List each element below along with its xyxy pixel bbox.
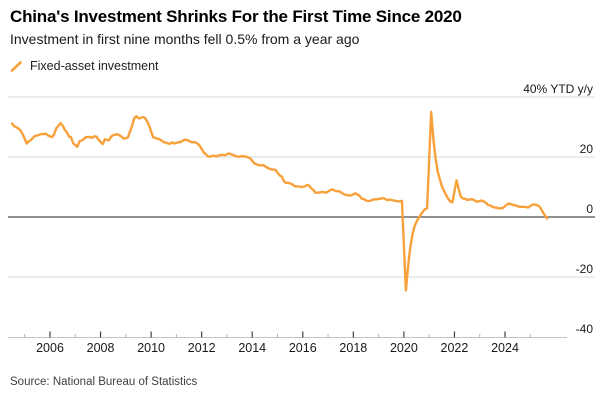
y-axis-label: 40% YTD y/y (523, 82, 593, 96)
source-note: Source: National Bureau of Statistics (10, 376, 198, 388)
x-axis-label: 2008 (87, 341, 115, 355)
y-axis-label: 0 (586, 202, 593, 216)
x-axis-label: 2020 (390, 341, 418, 355)
y-axis-label: -20 (576, 262, 594, 276)
x-axis-label: 2022 (441, 341, 469, 355)
page-title: China's Investment Shrinks For the First… (10, 7, 462, 26)
x-axis-label: 2014 (238, 341, 266, 355)
x-axis-label: 2018 (339, 341, 367, 355)
x-axis-label: 2016 (289, 341, 317, 355)
x-axis-label: 2024 (491, 341, 519, 355)
legend-label: Fixed-asset investment (30, 59, 159, 73)
y-axis-label: 20 (580, 142, 594, 156)
series-line (10, 110, 549, 292)
x-axis-label: 2012 (188, 341, 216, 355)
legend-slash-icon (10, 60, 22, 72)
page-subtitle: Investment in first nine months fell 0.5… (10, 31, 360, 47)
legend: Fixed-asset investment (10, 59, 159, 73)
y-axis-label: -40 (576, 322, 594, 336)
x-axis-label: 2010 (137, 341, 165, 355)
x-axis-label: 2006 (36, 341, 64, 355)
